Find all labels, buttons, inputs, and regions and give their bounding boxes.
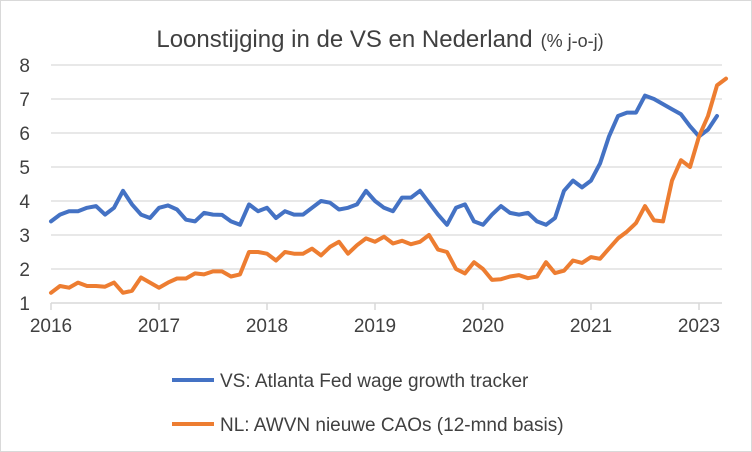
chart-title: Loonstijging in de VS en Nederland (% j-o…	[156, 26, 603, 53]
y-tick-label: 8	[19, 56, 30, 77]
chart-title-main: Loonstijging in de VS en Nederland	[156, 26, 532, 53]
x-tick-label: 2023	[678, 316, 720, 337]
y-axis-labels: 1 2 3 4 5 6 7 8	[19, 56, 30, 315]
legend-label-nl: NL: AWVN nieuwe CAOs (12-mnd basis)	[220, 415, 564, 436]
x-tick-label: 2016	[30, 316, 72, 337]
x-axis: 2016 2017 2018 2019 2020 2021 2023	[30, 302, 722, 337]
y-tick-label: 2	[19, 260, 30, 281]
y-tick-label: 1	[19, 294, 30, 315]
y-tick-label: 5	[19, 158, 30, 179]
y-tick-label: 4	[19, 192, 30, 213]
series-line-vs	[49, 93, 719, 227]
x-tick-label: 2020	[462, 316, 504, 337]
series-line-nl	[49, 76, 728, 295]
legend: VS: Atlanta Fed wage growth tracker NL: …	[172, 371, 564, 436]
chart-title-unit: (% j-o-j)	[541, 31, 604, 51]
x-tick-label: 2019	[354, 316, 396, 337]
legend-label-vs: VS: Atlanta Fed wage growth tracker	[220, 371, 529, 392]
x-tick-label: 2018	[246, 316, 288, 337]
x-tick-label: 2017	[138, 316, 180, 337]
y-tick-label: 3	[19, 226, 30, 247]
x-tick-label: 2021	[570, 316, 612, 337]
y-tick-label: 7	[19, 90, 30, 111]
series-lines	[49, 76, 728, 295]
y-tick-label: 6	[19, 124, 30, 145]
